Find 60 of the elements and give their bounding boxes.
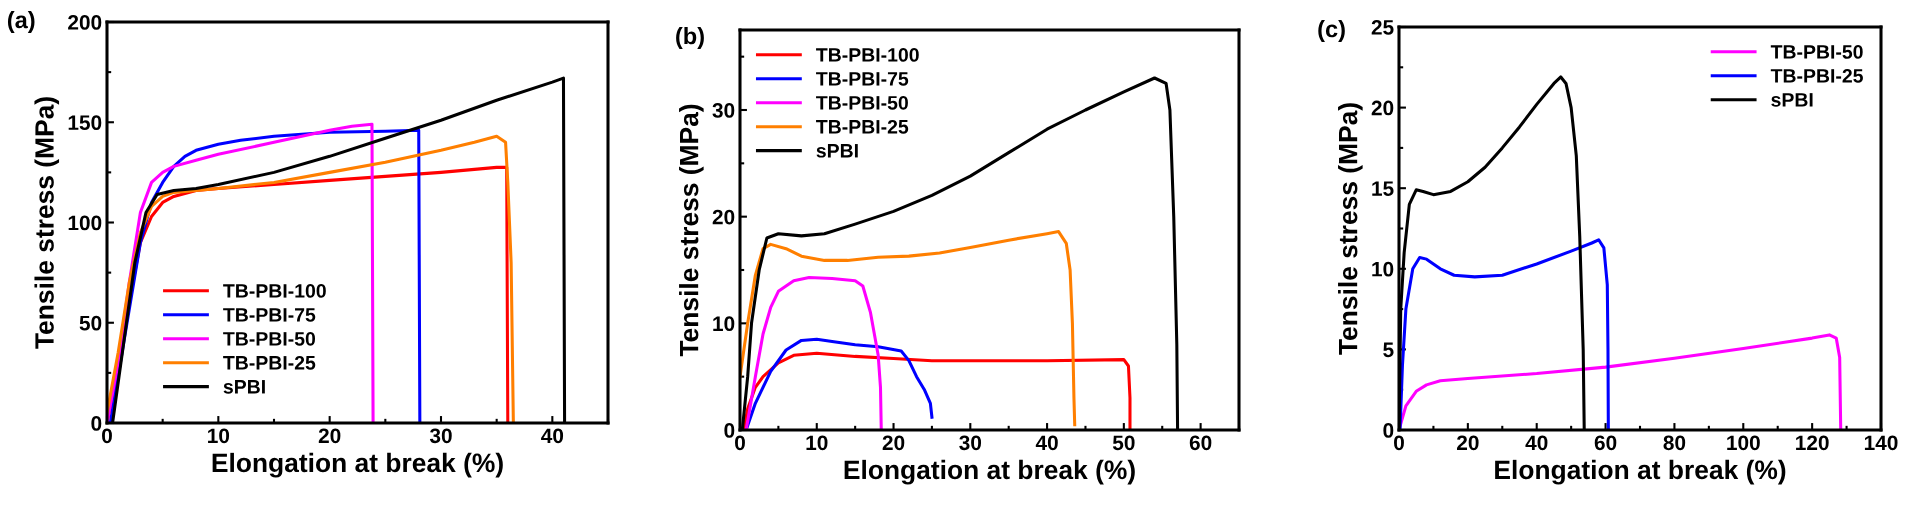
y-tick-label: 50: [79, 315, 102, 331]
x-tick-label: 10: [806, 435, 828, 451]
legend-label: TB-PBI-25: [1770, 68, 1863, 83]
legend-label: TB-PBI-100: [816, 48, 919, 62]
x-tick-label: 0: [735, 435, 745, 451]
y-tick-label: 30: [712, 103, 735, 118]
x-tick-label: 60: [1189, 435, 1212, 451]
x-tick-label: 40: [541, 428, 564, 444]
y-axis-title: Tensile stress (MPa): [1338, 103, 1363, 355]
x-tick-label: 140: [1864, 435, 1898, 451]
x-tick-label: 20: [318, 428, 341, 444]
y-tick-label: 5: [1383, 342, 1394, 358]
y-tick-label: 20: [712, 209, 735, 225]
x-tick-label: 120: [1796, 435, 1829, 451]
y-tick-label: 150: [68, 115, 102, 130]
line-series: [1399, 238, 1610, 430]
chart-title: (b): [676, 27, 704, 49]
y-tick-label: 0: [91, 416, 102, 431]
x-tick-label: 80: [1663, 435, 1686, 451]
legend-label: TB-PBI-75: [223, 308, 316, 322]
x-tick-label: 50: [1112, 435, 1135, 451]
y-tick-label: 15: [1372, 181, 1394, 196]
y-tick-label: 10: [713, 316, 735, 332]
legend-label: sPBI: [1771, 93, 1813, 107]
x-tick-label: 20: [882, 435, 905, 451]
chart-title: (c): [1318, 20, 1345, 43]
x-tick-label: 0: [102, 428, 112, 444]
x-tick-label: 30: [429, 428, 452, 444]
x-axis-title: Elongation at break (%): [1495, 459, 1786, 485]
chart-title: (a): [7, 11, 35, 33]
y-tick-label: 20: [1371, 100, 1394, 116]
x-tick-label: 40: [1525, 435, 1548, 451]
y-tick-label: 10: [1372, 261, 1394, 277]
legend-label: TB-PBI-50: [1770, 45, 1863, 59]
line-series: [1399, 333, 1843, 430]
x-tick-label: 60: [1594, 435, 1617, 451]
x-tick-label: 100: [1727, 435, 1760, 451]
legend-label: TB-PBI-25: [816, 119, 909, 134]
line-series: [742, 351, 1132, 430]
x-tick-label: 40: [1035, 435, 1058, 451]
y-axis-title: Tensile stress (MPa): [34, 97, 60, 349]
line-series: [740, 230, 1077, 427]
y-tick-label: 200: [68, 15, 102, 30]
legend-label: sPBI: [223, 380, 265, 394]
line-series: [744, 275, 883, 430]
legend-label: TB-PBI-75: [816, 72, 909, 86]
x-axis-title: Elongation at break (%): [844, 459, 1135, 485]
legend-label: sPBI: [816, 144, 858, 158]
x-axis-title: Elongation at break (%): [212, 452, 503, 478]
x-tick-label: 0: [1394, 435, 1404, 451]
y-tick-label: 25: [1371, 20, 1394, 35]
legend-label: TB-PBI-25: [223, 355, 316, 370]
legend-label: TB-PBI-100: [223, 284, 326, 298]
x-tick-label: 30: [959, 435, 982, 451]
y-tick-label: 100: [68, 215, 102, 231]
x-tick-label: 20: [1456, 435, 1479, 451]
x-tick-label: 10: [208, 428, 230, 444]
legend-label: TB-PBI-50: [816, 95, 908, 110]
y-axis-title: Tensile stress (MPa): [679, 104, 704, 357]
legend-label: TB-PBI-50: [223, 331, 316, 346]
